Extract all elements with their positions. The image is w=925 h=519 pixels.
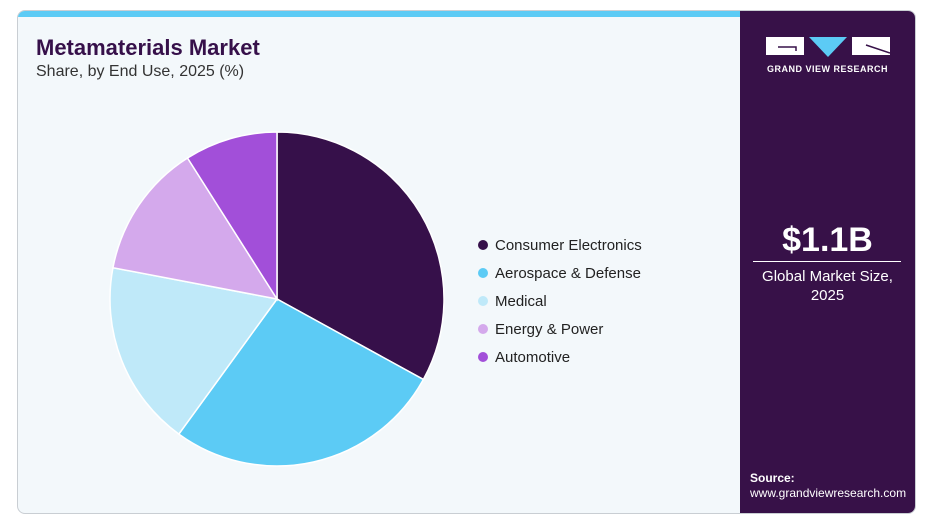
legend: Consumer Electronics Aerospace & Defense M… — [478, 231, 642, 371]
pie-slice-medical — [109, 266, 279, 436]
legend-item: Aerospace & Defense — [478, 259, 642, 287]
legend-label: Medical — [495, 292, 547, 310]
market-size-caption: Global Market Size, 2025 — [740, 267, 915, 305]
summary-panel: GRAND VIEW RESEARCH $1.1B Global Market … — [740, 11, 915, 513]
pie-slice-automotive — [186, 131, 278, 302]
pie-slice-consumer-electronics — [276, 131, 445, 381]
grand-view-research-logo — [766, 37, 890, 57]
source: Source: www.grandviewresearch.com — [750, 471, 906, 501]
source-url: www.grandviewresearch.com — [750, 486, 907, 500]
divider — [753, 261, 901, 262]
caption-line-1: Global Market Size, — [762, 268, 893, 285]
legend-item: Automotive — [478, 343, 642, 371]
chart-card: Metamaterials Market Share, by End Use, … — [17, 10, 916, 514]
legend-label: Consumer Electronics — [495, 236, 642, 254]
logo-text: GRAND VIEW RESEARCH — [766, 64, 888, 74]
legend-swatch — [478, 352, 488, 362]
legend-label: Automotive — [495, 348, 571, 366]
pie-chart — [109, 131, 445, 467]
legend-swatch — [478, 296, 488, 306]
legend-swatch — [478, 324, 488, 334]
chart-subtitle: Share, by End Use, 2025 (%) — [36, 63, 245, 80]
source-label: Source: — [750, 471, 795, 485]
legend-label: Aerospace & Defense — [495, 264, 641, 282]
pie-slice-aerospace-defense — [177, 298, 425, 467]
legend-item: Energy & Power — [478, 315, 642, 343]
pie-slice-energy-power — [112, 156, 279, 301]
chart-title: Metamaterials Market — [36, 35, 260, 60]
legend-swatch — [478, 268, 488, 278]
legend-label: Energy & Power — [495, 320, 604, 338]
caption-line-2: 2025 — [810, 287, 845, 304]
legend-item: Consumer Electronics — [478, 231, 642, 259]
legend-item: Medical — [478, 287, 642, 315]
market-size-value: $1.1B — [782, 221, 873, 259]
legend-swatch — [478, 240, 488, 250]
accent-bar — [18, 11, 740, 17]
